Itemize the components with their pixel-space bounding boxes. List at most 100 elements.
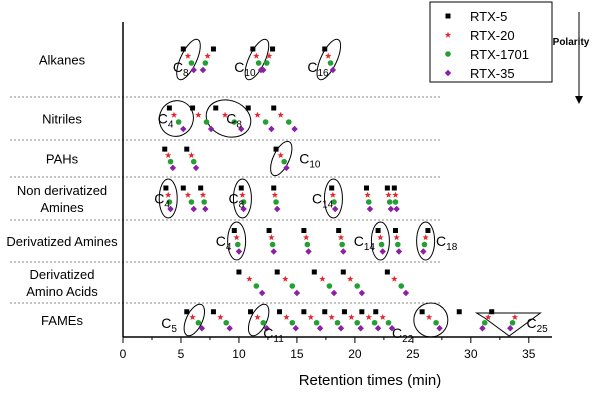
group-ellipse bbox=[227, 221, 247, 261]
data-point bbox=[254, 313, 261, 320]
carbon-label: C14 bbox=[312, 191, 334, 211]
carbon-label: C8 bbox=[226, 111, 242, 131]
data-point bbox=[245, 105, 251, 111]
data-point bbox=[163, 185, 169, 191]
carbon-label: C5 bbox=[161, 315, 177, 335]
data-point bbox=[189, 313, 196, 320]
data-point bbox=[277, 111, 284, 118]
data-point bbox=[391, 275, 398, 282]
x-tick-label: 0 bbox=[120, 347, 127, 361]
data-point bbox=[198, 185, 204, 191]
data-point bbox=[238, 125, 245, 133]
data-point bbox=[292, 325, 299, 332]
data-point bbox=[388, 325, 396, 332]
data-point bbox=[184, 191, 192, 198]
data-point bbox=[293, 289, 301, 297]
data-point bbox=[339, 241, 345, 248]
row-label: Amino Acids bbox=[26, 284, 98, 299]
data-point bbox=[164, 191, 172, 198]
x-tick-label: 15 bbox=[290, 347, 304, 361]
data-point bbox=[328, 313, 335, 320]
data-point bbox=[190, 105, 196, 111]
data-point bbox=[316, 325, 324, 332]
x-tick-label: 20 bbox=[348, 347, 362, 361]
legend-label: RTX-20 bbox=[470, 28, 515, 43]
data-point bbox=[402, 289, 410, 297]
data-point bbox=[188, 199, 195, 205]
data-point bbox=[489, 309, 495, 315]
data-point bbox=[170, 111, 178, 118]
data-point bbox=[175, 119, 182, 125]
group-ellipse bbox=[413, 302, 449, 338]
data-point bbox=[511, 313, 519, 320]
polarity-arrow-head bbox=[575, 96, 583, 104]
x-tick-label: 5 bbox=[178, 347, 185, 361]
data-point bbox=[334, 319, 341, 326]
row-label: Alkanes bbox=[39, 53, 86, 68]
data-point bbox=[385, 319, 392, 326]
group-ellipse bbox=[205, 99, 252, 138]
data-point bbox=[392, 228, 398, 233]
data-point bbox=[184, 309, 190, 315]
data-point bbox=[271, 191, 279, 198]
row-label: Derivatized bbox=[29, 267, 94, 282]
data-point bbox=[180, 46, 186, 52]
data-point bbox=[326, 283, 333, 289]
data-point bbox=[234, 241, 241, 248]
data-point bbox=[289, 319, 296, 326]
data-point bbox=[190, 205, 197, 213]
group-ellipse bbox=[183, 303, 206, 337]
data-point bbox=[263, 60, 270, 66]
data-point bbox=[340, 248, 347, 255]
data-point bbox=[307, 313, 315, 320]
data-point bbox=[204, 52, 211, 59]
data-point bbox=[301, 228, 307, 233]
data-point bbox=[375, 228, 381, 233]
group-ellipse bbox=[416, 221, 436, 261]
data-point bbox=[347, 275, 354, 282]
data-point bbox=[262, 119, 269, 125]
data-point bbox=[239, 191, 246, 198]
data-point bbox=[301, 309, 307, 315]
data-point bbox=[387, 205, 395, 213]
data-point bbox=[207, 125, 215, 133]
data-point bbox=[240, 199, 247, 205]
data-point bbox=[392, 199, 399, 205]
data-point bbox=[341, 309, 347, 315]
data-point bbox=[199, 191, 207, 198]
data-point bbox=[329, 66, 337, 74]
legend: RTX-5 RTX-20 RTX-1701 RTX-35 bbox=[429, 1, 553, 83]
data-point bbox=[270, 46, 276, 52]
data-point bbox=[366, 199, 372, 205]
legend-marker bbox=[444, 31, 452, 38]
carbon-label: C4 bbox=[216, 233, 232, 253]
data-point bbox=[188, 60, 195, 66]
data-point bbox=[269, 241, 276, 248]
data-point bbox=[393, 205, 400, 213]
data-point bbox=[354, 283, 361, 289]
x-axis-label: Retention times (min) bbox=[299, 372, 442, 389]
data-point bbox=[422, 234, 429, 241]
data-point bbox=[419, 309, 425, 315]
data-point bbox=[223, 319, 229, 326]
data-point bbox=[195, 111, 202, 118]
data-point bbox=[358, 289, 366, 297]
group-ellipse bbox=[323, 178, 343, 219]
data-point bbox=[384, 185, 390, 191]
legend-label: RTX-1701 bbox=[470, 47, 529, 62]
legend-label: RTX-35 bbox=[470, 66, 515, 81]
data-point bbox=[274, 205, 281, 213]
data-point bbox=[327, 60, 334, 66]
data-point bbox=[385, 191, 392, 198]
data-point bbox=[283, 164, 290, 172]
data-point bbox=[509, 319, 516, 326]
data-point bbox=[210, 309, 216, 315]
data-point bbox=[289, 283, 296, 289]
carbon-label: C10 bbox=[234, 59, 256, 79]
data-point bbox=[357, 325, 364, 332]
carbon-label: C8 bbox=[173, 59, 189, 79]
data-point bbox=[425, 313, 433, 320]
data-point bbox=[436, 325, 443, 332]
data-point bbox=[248, 309, 254, 315]
